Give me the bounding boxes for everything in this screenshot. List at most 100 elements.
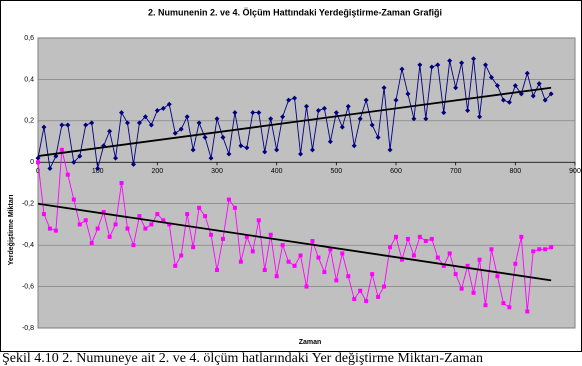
- caption: Şekil 4.10 2. Numuneye ait 2. ve 4. ölçü…: [2, 351, 483, 366]
- marker: [477, 114, 483, 120]
- marker: [537, 247, 542, 252]
- marker: [148, 122, 154, 128]
- marker: [381, 85, 387, 91]
- marker: [47, 166, 53, 171]
- marker: [524, 70, 530, 76]
- marker: [256, 110, 262, 116]
- marker: [543, 247, 548, 252]
- marker: [286, 97, 292, 103]
- marker: [352, 297, 357, 301]
- marker: [501, 301, 506, 306]
- marker: [471, 56, 477, 62]
- marker: [494, 83, 500, 89]
- marker: [453, 272, 458, 277]
- marker: [142, 114, 148, 120]
- marker: [95, 166, 101, 171]
- x-tick-label: 600: [390, 168, 402, 175]
- marker: [441, 263, 446, 268]
- marker: [226, 197, 231, 202]
- marker: [447, 58, 453, 64]
- marker: [41, 124, 47, 130]
- marker: [405, 91, 411, 97]
- marker: [125, 226, 130, 231]
- marker: [47, 226, 52, 231]
- marker: [447, 251, 452, 256]
- marker: [536, 81, 542, 87]
- marker: [423, 116, 429, 122]
- marker: [119, 181, 124, 185]
- x-tick-label: 300: [211, 168, 223, 175]
- marker: [250, 110, 256, 116]
- marker: [173, 263, 178, 268]
- marker: [203, 214, 208, 219]
- marker: [256, 218, 261, 223]
- x-tick-label: 800: [509, 168, 521, 175]
- marker: [89, 120, 95, 126]
- marker: [185, 212, 190, 217]
- marker: [345, 103, 351, 109]
- marker: [274, 274, 279, 279]
- marker: [495, 274, 500, 279]
- marker: [513, 261, 518, 266]
- marker: [149, 222, 154, 227]
- marker: [167, 222, 172, 227]
- x-tick-label: 0: [36, 168, 40, 175]
- x-axis-title: Zaman: [299, 339, 322, 346]
- y-tick-label: 0,6: [24, 35, 34, 42]
- marker: [268, 116, 274, 122]
- marker: [71, 197, 76, 202]
- marker: [394, 234, 398, 239]
- marker: [429, 236, 434, 241]
- marker: [53, 228, 58, 233]
- marker: [160, 105, 166, 111]
- marker: [35, 155, 41, 161]
- marker: [471, 290, 476, 295]
- marker: [435, 255, 440, 260]
- marker: [286, 259, 291, 264]
- marker: [519, 234, 524, 239]
- marker: [71, 159, 77, 165]
- marker: [327, 139, 333, 145]
- marker: [417, 62, 423, 68]
- marker: [429, 64, 435, 70]
- marker: [280, 243, 285, 248]
- marker: [364, 299, 369, 304]
- x-tick-label: 100: [92, 168, 104, 175]
- marker: [220, 134, 226, 140]
- marker: [77, 222, 82, 227]
- marker: [238, 143, 244, 149]
- marker: [298, 253, 303, 258]
- marker: [298, 151, 304, 157]
- marker: [131, 243, 136, 248]
- marker: [202, 134, 208, 140]
- marker: [238, 259, 243, 264]
- marker: [154, 108, 160, 113]
- marker: [453, 85, 459, 91]
- marker: [488, 74, 494, 80]
- marker: [358, 288, 363, 293]
- marker: [441, 110, 447, 116]
- marker: [36, 160, 40, 165]
- marker: [309, 147, 315, 153]
- marker: [369, 122, 375, 128]
- marker: [363, 97, 369, 103]
- marker: [65, 122, 71, 128]
- marker: [477, 257, 482, 262]
- x-tick-label: 200: [151, 168, 163, 175]
- marker: [548, 91, 554, 97]
- marker: [500, 97, 506, 103]
- marker: [214, 116, 220, 122]
- marker: [525, 309, 530, 314]
- y-tick-label: -0,2: [22, 201, 34, 208]
- marker: [507, 305, 512, 310]
- marker: [334, 278, 339, 283]
- marker: [179, 253, 184, 258]
- marker: [542, 97, 548, 103]
- x-tick-label: 900: [569, 168, 581, 175]
- marker: [107, 234, 112, 239]
- marker: [435, 62, 441, 68]
- marker: [423, 239, 428, 243]
- marker: [292, 263, 297, 268]
- marker: [357, 116, 363, 122]
- marker: [83, 218, 88, 223]
